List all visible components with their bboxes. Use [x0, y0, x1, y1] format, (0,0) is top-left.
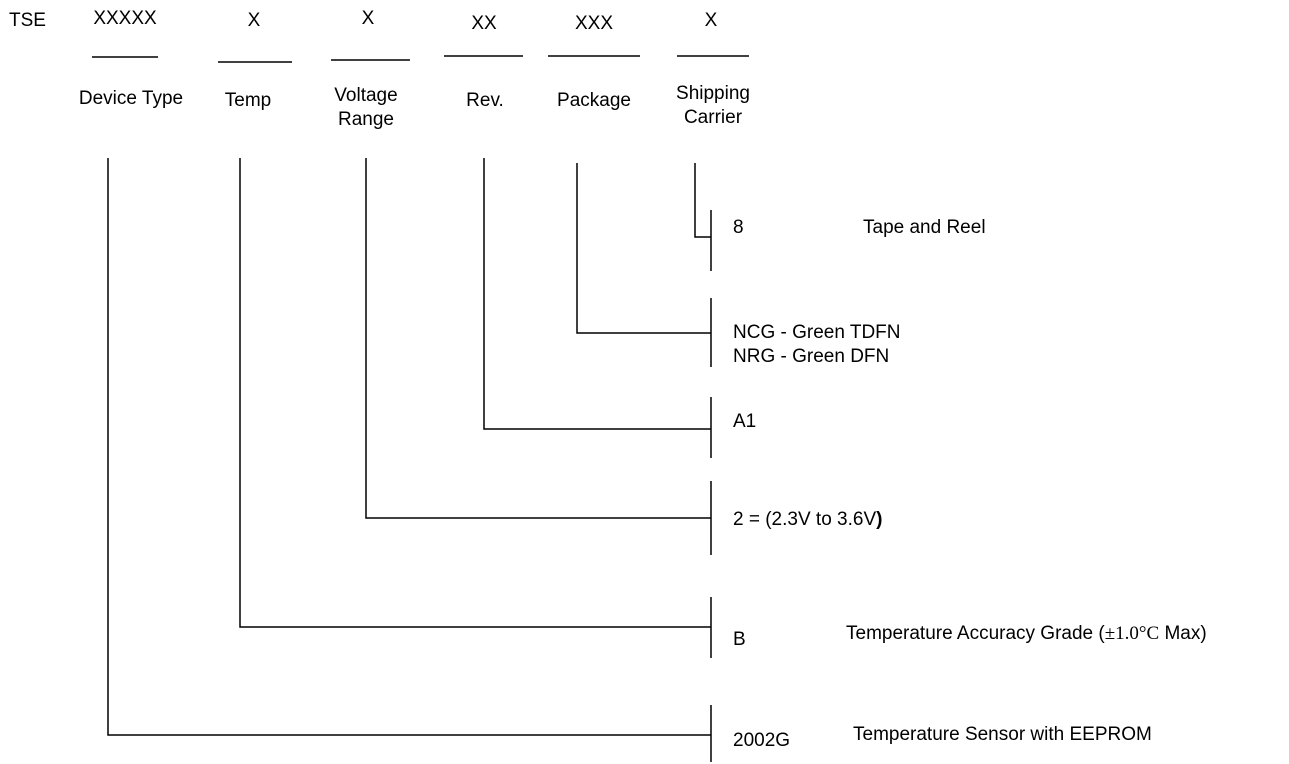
- option-package-list: NCG - Green TDFN NRG - Green DFN: [733, 321, 901, 369]
- label-shipping-line2: Carrier: [683, 107, 743, 128]
- label-rev: Rev.: [466, 90, 504, 111]
- option-shipping-code: 8: [733, 217, 744, 238]
- label-voltage-line2: Range: [338, 109, 394, 130]
- connector-rev: [483, 158, 711, 430]
- connector-device-type: [107, 158, 711, 736]
- option-temp-desc-symbol: ±1.0°C: [1104, 623, 1160, 644]
- option-voltage-text: 2 = (2.3V to 3.6V: [733, 509, 877, 530]
- code-package: XXX: [574, 13, 614, 34]
- connector-shipping: [694, 163, 711, 238]
- connector-voltage: [365, 158, 711, 519]
- prefix-label: TSE: [9, 10, 46, 31]
- option-temp-desc-end: Max): [1159, 623, 1207, 644]
- option-temp-code: B: [733, 629, 746, 650]
- option-device-desc: Temperature Sensor with EEPROM: [853, 724, 1152, 745]
- label-voltage-line1: Voltage: [334, 85, 398, 106]
- label-temp: Temp: [224, 90, 272, 111]
- option-package-line2: NRG - Green DFN: [733, 346, 890, 367]
- option-temp-desc: Temperature Accuracy Grade (±1.0°C Max): [846, 622, 1207, 646]
- label-package: Package: [557, 90, 631, 111]
- label-shipping-carrier: Shipping Carrier: [676, 82, 750, 130]
- connector-package: [576, 163, 711, 334]
- option-device-code: 2002G: [733, 730, 791, 751]
- option-voltage: 2 = (2.3V to 3.6V): [733, 508, 882, 532]
- option-shipping-desc: Tape and Reel: [863, 217, 986, 238]
- connector-temp: [239, 158, 711, 628]
- option-rev-code: A1: [733, 411, 757, 432]
- option-package-line1: NCG - Green TDFN: [733, 322, 901, 343]
- option-temp-desc-start: Temperature Accuracy Grade (: [846, 623, 1105, 644]
- code-device-type: XXXXX: [93, 8, 157, 29]
- option-voltage-close: ): [876, 509, 883, 530]
- label-voltage-range: Voltage Range: [334, 84, 397, 132]
- label-shipping-line1: Shipping: [676, 83, 750, 104]
- code-voltage: X: [361, 8, 375, 29]
- code-rev: XX: [471, 13, 497, 34]
- code-temp: X: [247, 10, 261, 31]
- code-shipping: X: [704, 10, 718, 31]
- label-device-type: Device Type: [78, 88, 184, 109]
